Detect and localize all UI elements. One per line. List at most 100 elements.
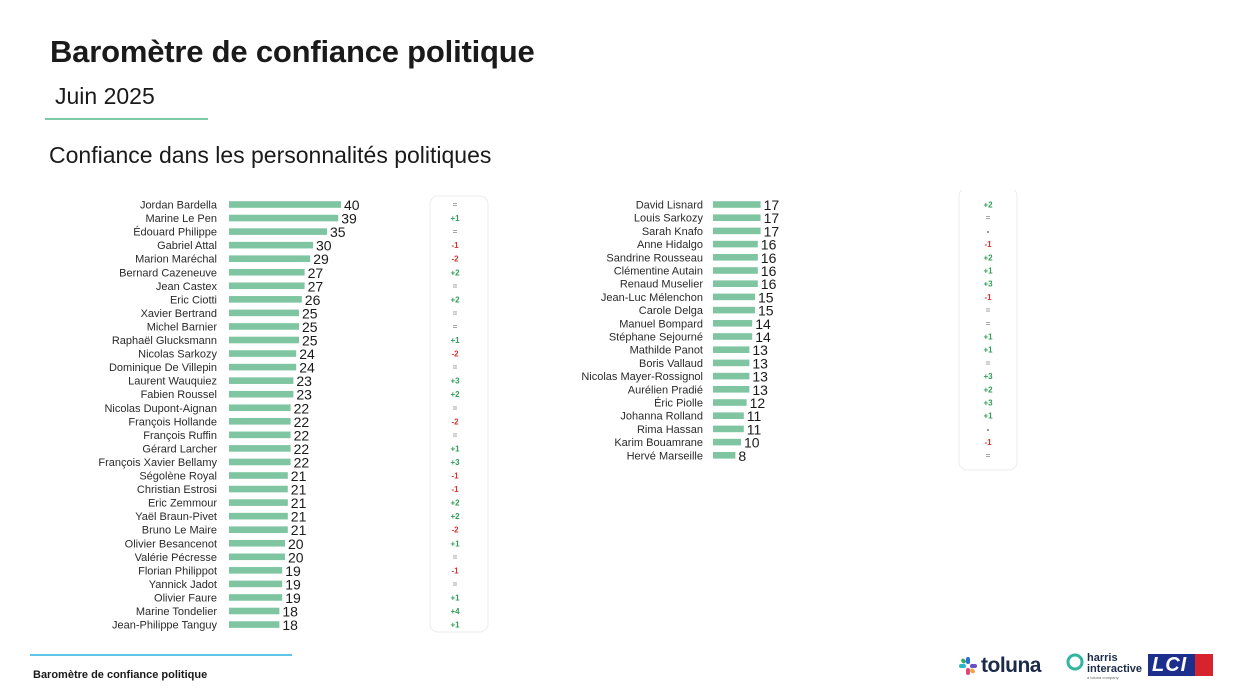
bar-value: 18: [282, 604, 298, 620]
bar-value: 39: [341, 211, 357, 227]
harris-ring-icon: [1066, 653, 1084, 671]
bar-value: 17: [764, 210, 780, 226]
bar-value: 23: [296, 387, 312, 403]
bar: [229, 458, 291, 466]
bar-value: 21: [291, 509, 307, 525]
bar-label: Mathilde Panot: [630, 345, 703, 357]
bar-value: 25: [302, 333, 318, 349]
bar-value: 20: [288, 536, 304, 552]
change-value: -1: [984, 293, 992, 302]
bar-label: Xavier Bertrand: [141, 308, 217, 320]
bar-value: 11: [747, 421, 762, 437]
bar-value: 40: [344, 197, 360, 213]
bar-label: Gabriel Attal: [157, 240, 217, 252]
change-value: +2: [450, 295, 460, 304]
changes-panel-right: [958, 190, 1018, 471]
bar-label: Raphaël Glucksmann: [112, 335, 217, 347]
bar-label: Bruno Le Maire: [142, 525, 217, 537]
change-value: +2: [983, 253, 993, 262]
change-value: -1: [451, 472, 459, 481]
bar-label: Bernard Cazeneuve: [119, 267, 217, 279]
change-value: +2: [450, 512, 460, 521]
changes-panel-left: [429, 195, 489, 633]
bar: [229, 268, 305, 276]
change-value: -2: [451, 350, 459, 359]
change-value: =: [453, 228, 458, 237]
bar: [229, 431, 291, 439]
bar: [229, 323, 299, 330]
bar-label: Sandrine Rousseau: [606, 252, 703, 264]
change-value: +1: [983, 412, 993, 421]
bar: [229, 336, 299, 344]
change-value: +1: [450, 539, 460, 548]
confidence-bar-chart: Jordan Bardella 40 = Marine Le Pen 39 +1 Édoua…: [98, 190, 1018, 633]
bar-label: Manuel Bompard: [619, 318, 703, 330]
bar: [229, 607, 280, 615]
section-title: Confiance dans les personnalités politiq…: [49, 142, 492, 168]
interactive-word: interactive: [1087, 663, 1143, 675]
bar-value: 21: [291, 482, 307, 498]
bar-label: Boris Vallaud: [639, 358, 703, 370]
bar-label: Yaël Braun-Pivet: [135, 511, 217, 523]
bar-value: 21: [291, 495, 307, 511]
bar-label: Valérie Pécresse: [135, 552, 217, 564]
bar-value: 17: [764, 197, 780, 213]
bar-value: 19: [285, 563, 301, 579]
change-value: +2: [450, 390, 460, 399]
bar-value: 20: [288, 549, 304, 565]
bar: [713, 399, 747, 406]
bar: [229, 309, 299, 317]
bar: [713, 267, 758, 274]
bar: [713, 438, 741, 446]
bar: [229, 282, 305, 290]
change-value: +1: [983, 267, 993, 276]
bar-label: David Lisnard: [636, 200, 703, 212]
bar: [713, 240, 758, 248]
change-value: =: [453, 322, 458, 331]
change-value: -2: [451, 417, 459, 426]
change-value: +1: [450, 621, 460, 630]
change-value: -2: [451, 526, 459, 535]
bar: [229, 404, 291, 412]
change-value: =: [986, 319, 991, 328]
bar: [229, 296, 302, 303]
change-value: +3: [983, 399, 993, 408]
bar-label: Clémentine Autain: [614, 266, 703, 278]
change-value: -2: [451, 255, 459, 264]
change-value: -1: [984, 438, 992, 447]
bar-label: Rima Hassan: [637, 424, 703, 436]
bar-value: 25: [302, 319, 318, 335]
bar-value: 13: [752, 355, 768, 371]
bar-value: 22: [294, 427, 310, 443]
bar-label: François Hollande: [128, 416, 217, 428]
change-value: +3: [983, 372, 993, 381]
change-value: +3: [450, 377, 460, 386]
bar: [229, 445, 291, 452]
bar-label: François Ruffin: [143, 430, 217, 442]
bar: [713, 425, 744, 433]
page-title: Baromètre de confiance politique: [50, 34, 535, 69]
bar: [229, 499, 288, 506]
bar: [713, 320, 753, 327]
bar-label: Éric Piolle: [654, 397, 703, 410]
bar-value: 23: [296, 373, 312, 389]
bar-value: 10: [744, 435, 760, 451]
bar-label: Karim Bouamrane: [614, 437, 703, 449]
change-value: +4: [450, 607, 460, 616]
bar: [713, 254, 758, 261]
change-value: -: [987, 425, 990, 434]
change-value: =: [986, 214, 991, 223]
bar: [229, 255, 311, 262]
bar: [229, 526, 288, 533]
bar: [229, 512, 288, 520]
bar: [713, 346, 750, 353]
page-subtitle: Juin 2025: [55, 83, 155, 109]
bar-value: 26: [305, 292, 321, 308]
bar-value: 13: [752, 369, 768, 385]
bar: [713, 201, 761, 208]
change-value: =: [453, 363, 458, 372]
bar-label: Renaud Muselier: [620, 279, 703, 291]
change-value: -: [987, 227, 990, 236]
change-value: =: [453, 201, 458, 210]
bar: [229, 472, 288, 479]
